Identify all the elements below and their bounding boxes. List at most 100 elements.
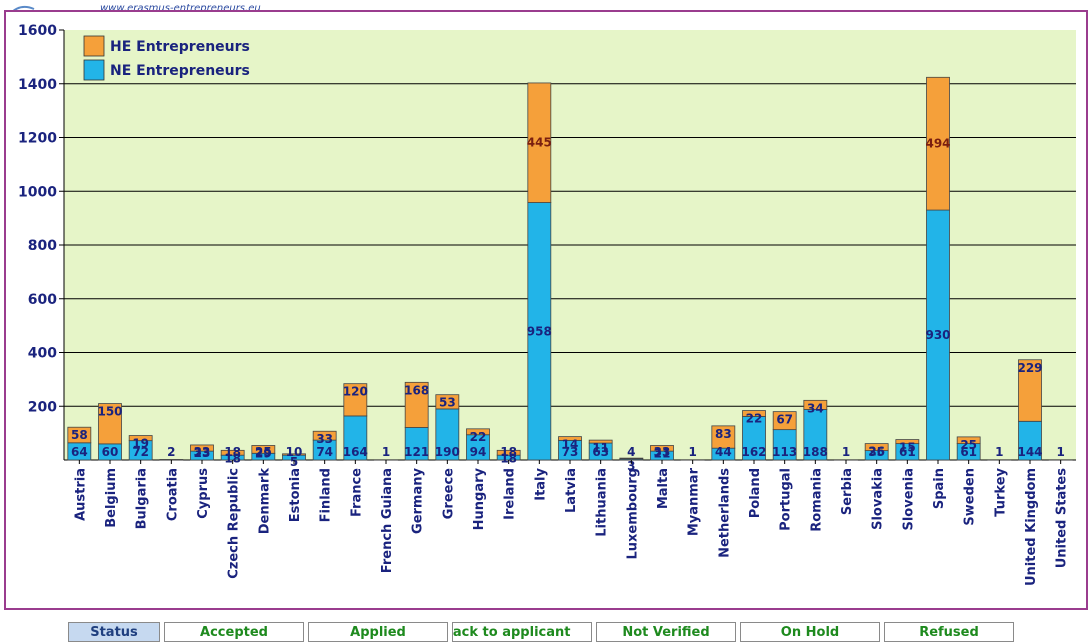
- x-tick-label: Romania: [809, 468, 824, 532]
- data-label-ne: 74: [316, 445, 333, 459]
- tab-refused[interactable]: Refused: [884, 622, 1014, 642]
- x-tick-label: Estonia: [288, 468, 303, 522]
- data-label-ne: 1: [995, 445, 1003, 459]
- data-label-he: 67: [776, 413, 793, 427]
- data-label-he: 25: [960, 438, 977, 452]
- data-label-he: 150: [97, 405, 122, 419]
- data-label-ne: 958: [527, 324, 552, 338]
- bar-he: [895, 439, 920, 445]
- tab-back-to-applicant[interactable]: Back to applicant: [452, 622, 592, 642]
- bar-he: [220, 449, 245, 456]
- data-label-ne: 1: [842, 445, 850, 459]
- data-label-he: 15: [899, 441, 916, 455]
- tab-not-verified[interactable]: Not Verified: [596, 622, 736, 642]
- bar-he: [711, 425, 736, 449]
- bar-he: [864, 443, 889, 451]
- data-label-ne: 113: [772, 445, 797, 459]
- tab-accepted[interactable]: Accepted: [164, 622, 304, 642]
- y-tick-label: 1200: [18, 131, 57, 147]
- stacked-bar-chart: 200 400 600 800 1000 1200 1400 1600 64 58 Austria 6…: [18, 23, 1076, 586]
- data-label-ne: 10: [286, 445, 303, 459]
- bar-he: [251, 445, 276, 454]
- x-tick-label: Czech Republic: [227, 468, 242, 579]
- legend-swatch: [83, 59, 105, 81]
- tab-status: Status: [68, 622, 160, 642]
- bar-he: [282, 453, 306, 456]
- x-tick-label: Slovakia: [871, 468, 886, 530]
- data-label-ne: 1: [1056, 445, 1064, 459]
- data-label-ne: 1: [688, 445, 696, 459]
- bar-he: [772, 411, 797, 431]
- y-tick-label: 600: [28, 292, 57, 308]
- x-tick-label: Turkey: [993, 467, 1008, 516]
- x-tick-label: Croatia: [165, 468, 180, 521]
- data-label-ne: 144: [1017, 445, 1042, 459]
- data-label-he: 494: [925, 137, 950, 151]
- x-tick-label: Ireland: [503, 468, 518, 520]
- y-tick-label: 1000: [18, 184, 57, 200]
- bar-he: [190, 444, 214, 452]
- x-tick-label: Bulgaria: [135, 468, 150, 529]
- bar-he: [466, 428, 490, 436]
- data-label-ne: 1: [382, 445, 390, 459]
- data-label-ne: 164: [343, 445, 368, 459]
- bar-he: [558, 436, 582, 441]
- x-tick-label: Serbia: [840, 468, 855, 515]
- data-label-he: 83: [715, 427, 732, 441]
- y-tick-label: 800: [28, 238, 57, 254]
- legend-label: HE Entrepreneurs: [110, 39, 250, 55]
- data-label-he: 34: [807, 401, 824, 415]
- data-label-ne: 33: [654, 445, 671, 459]
- site-url: www.erasmus-entrepreneurs.eu: [100, 3, 261, 14]
- x-tick-label: Latvia: [564, 468, 579, 513]
- x-tick-label: Hungary: [472, 467, 487, 530]
- bar-he: [619, 457, 644, 460]
- data-label-he: 14: [562, 438, 579, 452]
- chart-frame: 200 400 600 800 1000 1200 1400 1600 64 58 Austria 6…: [4, 10, 1088, 610]
- data-label-he: 33: [316, 432, 333, 446]
- status-tabs: Status Accepted Applied Back to applicant No…: [68, 622, 1018, 642]
- data-label-ne: 64: [71, 445, 88, 459]
- tab-label: On Hold: [780, 624, 840, 640]
- data-label-he: 53: [439, 396, 456, 410]
- x-tick-label: Greece: [441, 468, 456, 519]
- data-label-ne: 35: [868, 445, 885, 459]
- tab-applied[interactable]: Applied: [308, 622, 448, 642]
- x-tick-label: Netherlands: [717, 468, 732, 558]
- data-label-he: 229: [1017, 361, 1042, 375]
- bar-he: [803, 399, 828, 410]
- bar-ne: [159, 459, 184, 461]
- y-tick-label: 400: [28, 346, 57, 362]
- bar-he: [404, 381, 429, 428]
- x-tick-label: Spain: [932, 468, 947, 509]
- x-tick-label: Denmark: [257, 468, 272, 535]
- bar-he: [435, 394, 460, 410]
- x-tick-label: Italy: [533, 467, 548, 500]
- x-tick-label: Lithuania: [595, 468, 610, 537]
- bar-he: [67, 426, 92, 444]
- data-label-ne: 25: [255, 445, 272, 459]
- data-label-ne: 18: [500, 445, 517, 459]
- data-label-he: 22: [470, 430, 487, 444]
- bar-he: [956, 436, 981, 445]
- data-label-ne: 4: [627, 445, 635, 459]
- data-label-ne: 162: [741, 445, 766, 459]
- data-label-ne: 188: [803, 445, 828, 459]
- x-tick-label: Poland: [748, 468, 763, 518]
- bar-he: [98, 403, 122, 445]
- tab-label: Refused: [919, 624, 979, 640]
- data-label-ne: 61: [960, 445, 977, 459]
- bar-he: [650, 445, 674, 452]
- data-label-he: 18: [224, 451, 241, 465]
- bar-he: [926, 76, 950, 211]
- data-label-ne: 190: [435, 445, 460, 459]
- tab-on-hold[interactable]: On Hold: [740, 622, 880, 642]
- data-label-he: 23: [194, 446, 211, 460]
- bar-he: [588, 439, 613, 444]
- x-tick-label: Cyprus: [196, 468, 211, 519]
- bar-he: [128, 435, 153, 442]
- x-tick-label: French Guiana: [380, 468, 395, 573]
- data-label-he: 445: [527, 136, 552, 150]
- data-label-he: 3: [627, 459, 635, 473]
- bar-he: [742, 410, 766, 417]
